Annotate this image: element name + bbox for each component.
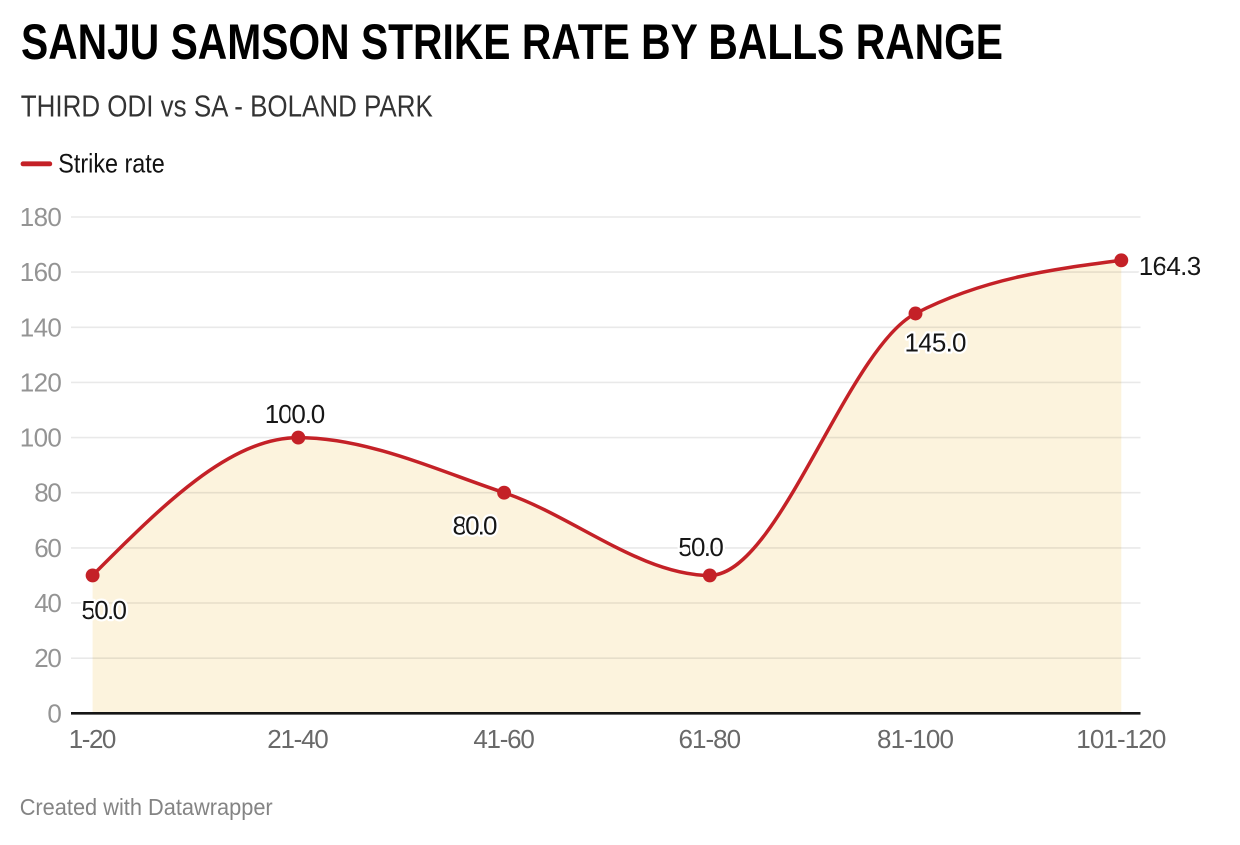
svg-text:50.0: 50.0 — [81, 595, 127, 625]
svg-text:120: 120 — [20, 367, 62, 397]
svg-text:100: 100 — [20, 423, 62, 453]
svg-text:Created with Datawrapper: Created with Datawrapper — [20, 794, 273, 820]
svg-text:81-100: 81-100 — [877, 724, 954, 754]
svg-text:50.0: 50.0 — [678, 532, 724, 562]
svg-text:145.0: 145.0 — [905, 327, 967, 357]
svg-text:164.3: 164.3 — [1139, 251, 1202, 281]
svg-text:21-40: 21-40 — [267, 724, 329, 754]
svg-text:80: 80 — [34, 478, 62, 508]
svg-text:160: 160 — [20, 257, 62, 287]
svg-text:40: 40 — [34, 588, 62, 618]
svg-text:101-120: 101-120 — [1076, 724, 1166, 754]
svg-text:180: 180 — [20, 202, 62, 232]
svg-text:Strike rate: Strike rate — [58, 148, 165, 178]
svg-text:41-60: 41-60 — [473, 724, 534, 754]
svg-text:THIRD ODI vs SA - BOLAND PARK: THIRD ODI vs SA - BOLAND PARK — [21, 89, 433, 124]
svg-text:1-20: 1-20 — [69, 724, 117, 754]
svg-text:140: 140 — [20, 312, 62, 342]
svg-text:60: 60 — [34, 533, 62, 563]
svg-text:61-80: 61-80 — [679, 724, 742, 754]
svg-text:20: 20 — [34, 643, 62, 673]
svg-text:SANJU SAMSON STRIKE RATE BY BA: SANJU SAMSON STRIKE RATE BY BALLS RANGE — [21, 14, 1003, 70]
svg-text:80.0: 80.0 — [453, 510, 498, 540]
svg-text:0: 0 — [47, 698, 61, 728]
svg-text:100.0: 100.0 — [265, 399, 326, 429]
